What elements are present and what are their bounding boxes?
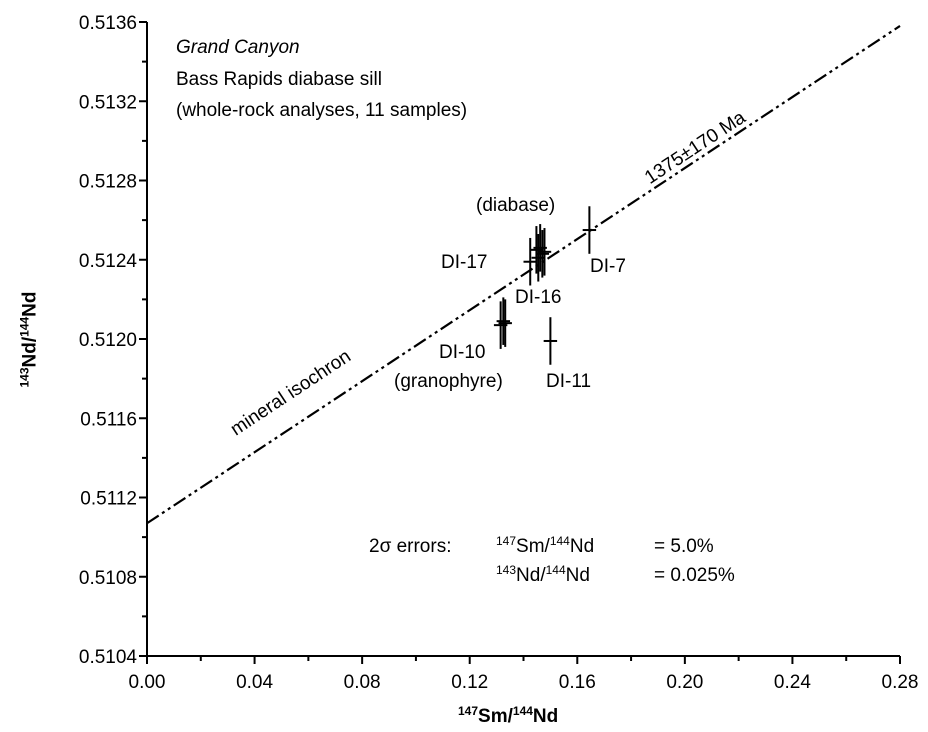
data-point [498, 299, 512, 347]
y-tick-label: 0.5112 [80, 489, 137, 510]
isochron-line [146, 25, 901, 525]
title-line-3: (whole-rock analyses, 11 samples) [176, 100, 468, 121]
label-di-7: DI-7 [590, 256, 626, 277]
errors-row1-ratio: 147Sm/144Nd [496, 534, 595, 557]
y-tick-label: 0.5132 [79, 92, 137, 113]
data-point [543, 317, 558, 365]
data-points [493, 206, 597, 365]
axes: 0.5104 0.5108 0.5112 0.5116 0.5120 0.5124 0.51… [79, 13, 919, 693]
y-tick-label: 0.5128 [79, 172, 137, 193]
y-tick-label: 0.5104 [79, 647, 138, 668]
x-tick-label: 0.28 [882, 672, 919, 693]
errors-row1-value: = 5.0% [654, 536, 714, 557]
y-tick-label: 0.5136 [79, 13, 137, 34]
title-line-1: Grand Canyon [176, 37, 300, 58]
label-granophyre: (granophyre) [394, 371, 503, 392]
x-tick-label: 0.20 [666, 672, 703, 693]
x-tick-label: 0.24 [774, 672, 811, 693]
label-di-11: DI-11 [546, 371, 592, 392]
isochron-mineral-label: mineral isochron [227, 346, 355, 440]
label-diabase: (diabase) [476, 195, 556, 216]
errors-row2-ratio: 143Nd/144Nd [496, 563, 590, 586]
x-tick-label: 0.04 [236, 672, 273, 693]
y-tick-label: 0.5124 [79, 251, 138, 272]
data-point [496, 297, 511, 345]
label-di-16: DI-16 [515, 287, 562, 308]
errors-prefix: 2σ errors: [369, 536, 452, 557]
y-tick-label: 0.5120 [79, 330, 137, 351]
x-tick-label: 0.00 [129, 672, 166, 693]
errors-row2-value: = 0.025% [654, 565, 735, 586]
x-tick-label: 0.08 [344, 672, 381, 693]
data-point [535, 230, 550, 278]
data-point [582, 206, 597, 254]
isochron-age-label: 1375±170 Ma [641, 107, 750, 189]
data-point [523, 237, 537, 286]
x-axis-title: 147Sm/144Nd [458, 704, 559, 727]
y-tick-label: 0.5108 [79, 568, 137, 589]
title-line-2: Bass Rapids diabase sill [176, 69, 382, 90]
data-point [537, 228, 552, 276]
y-tick-label: 0.5116 [80, 409, 137, 430]
y-axis-title: 143Nd/144Nd [17, 291, 41, 388]
x-tick-label: 0.12 [451, 672, 488, 693]
label-di-17: DI-17 [441, 252, 488, 273]
label-di-10: DI-10 [439, 342, 486, 363]
x-tick-label: 0.16 [559, 672, 596, 693]
